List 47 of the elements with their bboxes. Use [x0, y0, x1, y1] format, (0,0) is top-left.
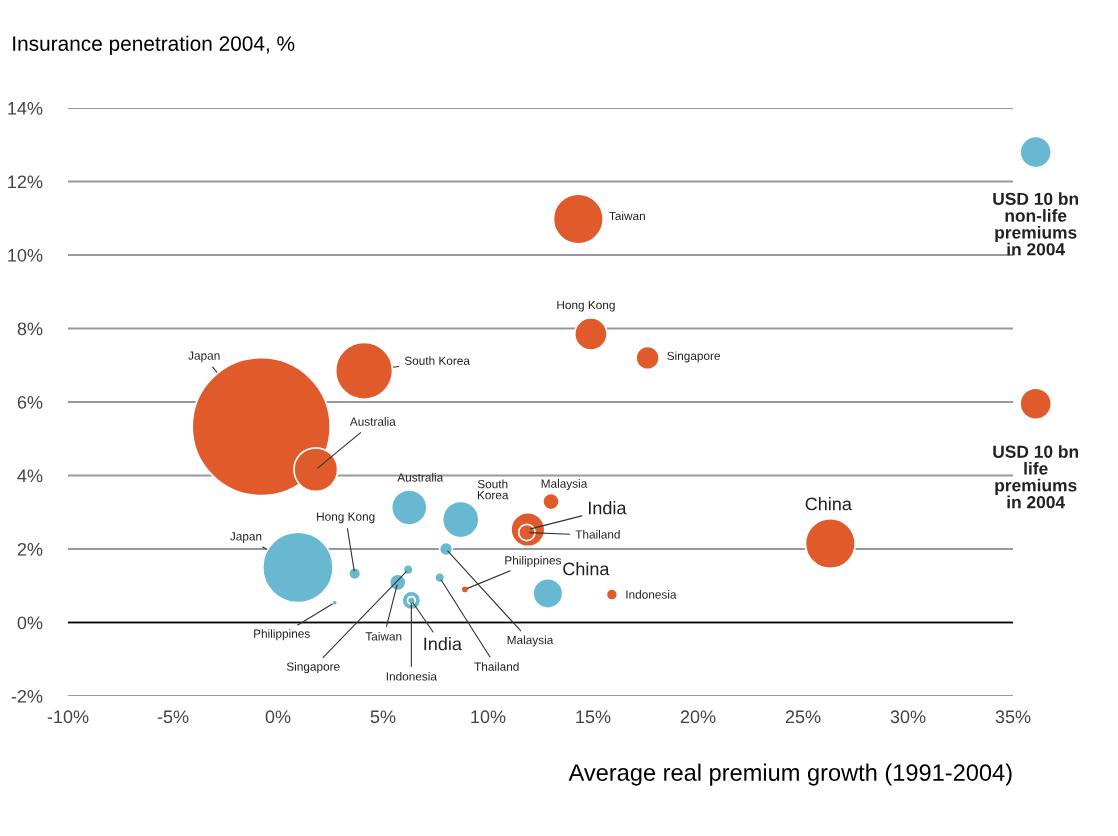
annotation: USD 10 bn life premiums in 2004 [993, 445, 1079, 509]
x-tick-label: 10% [471, 710, 506, 724]
annotation: India [588, 501, 627, 515]
annotation: India [424, 637, 462, 651]
annotation: Indonesia [386, 671, 437, 681]
y-tick-label: 12% [8, 175, 43, 189]
annotation: Hong Kong [317, 512, 375, 524]
annotation: China [563, 562, 610, 576]
y-tick-label: 8% [17, 322, 43, 336]
annotation: Malaysia [541, 479, 588, 491]
y-tick-label: 4% [17, 469, 43, 483]
x-tick-label: -5% [157, 710, 189, 724]
y-tick-label: 6% [17, 395, 43, 409]
x-tick-label: 5% [370, 710, 396, 724]
y-tick-label: 2% [17, 542, 43, 556]
x-tick-label: 15% [576, 710, 611, 724]
y-tick-label: 10% [8, 248, 43, 262]
annotation: Hong Kong [557, 300, 615, 312]
annotation: Malaysia [507, 635, 554, 647]
x-tick-label: 0% [265, 710, 291, 724]
annotation: Taiwan [365, 631, 402, 641]
annotation: Taiwan [609, 211, 645, 221]
annotation: Philippines [505, 555, 562, 567]
annotation: Singapore [667, 351, 720, 363]
x-tick-label: 20% [680, 710, 716, 724]
annotation: Philippines [254, 629, 310, 641]
annotation: South Korea [477, 479, 509, 500]
annotation: Singapore [286, 662, 340, 674]
y-tick-label: 0% [17, 616, 43, 630]
annotation: Australia [349, 417, 396, 426]
x-tick-label: -10% [47, 710, 89, 724]
x-tick-label: 25% [785, 710, 821, 724]
y-tick-label: -2% [11, 689, 43, 703]
x-axis-title: Average real premium growth (1991-2004) [568, 763, 1012, 786]
annotation: China [805, 497, 852, 511]
annotation: Japan [230, 532, 262, 543]
annotation: Indonesia [626, 590, 677, 599]
y-tick-label: 14% [8, 102, 43, 115]
annotation: USD 10 bn non-life premiums in 2004 [993, 192, 1079, 256]
x-tick-label: 35% [995, 710, 1031, 724]
x-tick-label: 30% [890, 710, 926, 724]
annotation: South Korea [404, 356, 470, 365]
annotation: Thailand [474, 662, 519, 671]
annotation: Thailand [575, 529, 620, 539]
annotation: Japan [188, 351, 220, 363]
annotation: Australia [397, 472, 444, 482]
y-axis-title: Insurance penetration 2004, % [13, 35, 295, 56]
